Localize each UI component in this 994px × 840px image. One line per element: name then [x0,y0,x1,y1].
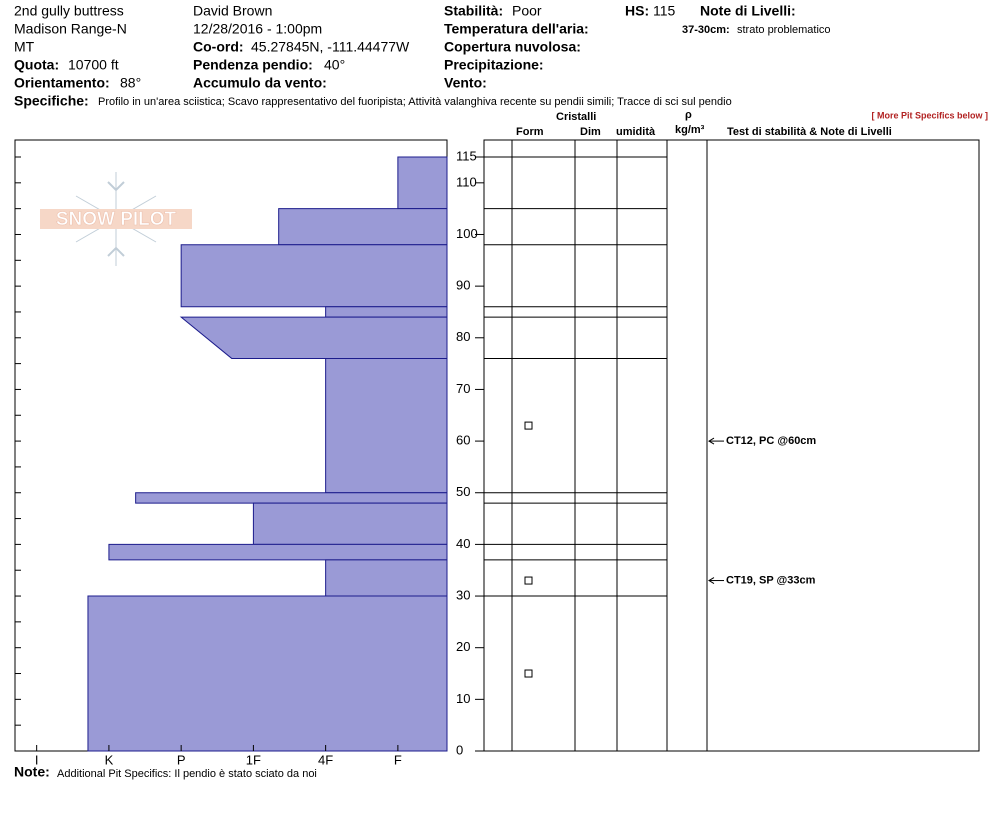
column-header: Test di stabilità & Note di Livelli [727,126,892,138]
field-label: Note di Livelli: [700,3,796,19]
column-header: Dim [580,126,601,138]
grain-form-symbol [524,421,533,430]
more-specifics-link[interactable]: [ More Pit Specifics below ] [871,110,988,120]
field-label: Co-ord: [193,39,244,55]
field-value: Poor [512,3,542,19]
x-tick-label: P [177,752,186,767]
layer-note-text: strato problematico [737,24,831,36]
field-label: HS: [625,3,649,19]
y-tick-label: 40 [456,536,470,551]
hardness-layer [179,316,448,359]
y-tick-label: 30 [456,587,470,602]
location-line: 2nd gully buttress [14,3,124,19]
field-label: Pendenza pendio: [193,57,313,73]
field-label: Temperatura dell'aria: [444,21,589,37]
field-label: Precipitazione: [444,57,544,73]
y-tick-label: 110 [456,174,477,189]
y-tick-label: 90 [456,278,470,293]
hardness-layer [325,306,448,318]
column-header: umidità [616,126,656,138]
logo: SNOW PILOT [40,172,192,266]
test-label: CT19, SP @33cm [726,574,816,586]
field-value: 10700 ft [68,57,119,73]
y-tick-label: 50 [456,484,470,499]
field-label: Stabilità: [444,3,503,19]
x-tick-label: I [35,752,39,767]
field-label: Accumulo da vento: [193,75,327,91]
field-label: Quota: [14,57,59,73]
test-arrowhead [708,437,715,445]
hardness-layer [252,502,448,545]
layer-note-range: 37-30cm: [682,24,730,36]
hardness-layer [397,156,448,210]
field-label: Vento: [444,75,487,91]
column-header: Form [516,126,544,138]
column-header: Cristalli [556,111,596,123]
field-value: 40° [324,57,345,73]
grain-form-symbol [524,576,533,585]
y-tick-label: 10 [456,691,470,706]
location-line: MT [14,39,35,55]
x-tick-label: K [105,752,114,767]
x-tick-label: 4F [318,752,333,767]
hardness-layer [135,492,448,504]
logo-text: SNOW PILOT [56,209,177,230]
y-tick-label: 100 [456,226,478,241]
column-header: ρ [685,109,692,121]
y-tick-label: 60 [456,433,470,448]
column-header: kg/m³ [675,124,705,136]
y-tick-label: 20 [456,639,470,654]
y-tick-label: 0 [456,742,463,757]
hardness-layer [325,357,448,494]
test-label: CT12, PC @60cm [726,435,816,447]
y-tick-label: 115 [456,148,477,163]
field-value: Profilo in un'area sciistica; Scavo rapp… [98,96,732,108]
hardness-layer [278,208,448,246]
hardness-layer [180,244,448,308]
grain-form-symbol [524,669,533,678]
datetime: 12/28/2016 - 1:00pm [193,21,322,37]
hardness-layer [108,543,448,561]
field-label: Copertura nuvolosa: [444,39,581,55]
hardness-layer [325,559,448,597]
location-line: Madison Range-N [14,21,127,37]
x-tick-label: F [394,752,402,767]
field-label: Specifiche: [14,93,89,109]
field-value: 115 [653,3,676,19]
field-label: Orientamento: [14,75,110,91]
field-value: 45.27845N, -111.44477W [251,39,410,55]
table-frame [483,139,980,752]
field-label: Note: [14,764,50,780]
hardness-layer [87,595,448,752]
y-tick-label: 80 [456,329,470,344]
test-arrowhead [708,577,715,584]
observer: David Brown [193,3,272,19]
field-value: Additional Pit Specifics: Il pendio è st… [57,768,317,780]
y-tick-label: 70 [456,381,470,396]
field-value: 88° [120,75,141,91]
x-tick-label: 1F [246,752,261,767]
